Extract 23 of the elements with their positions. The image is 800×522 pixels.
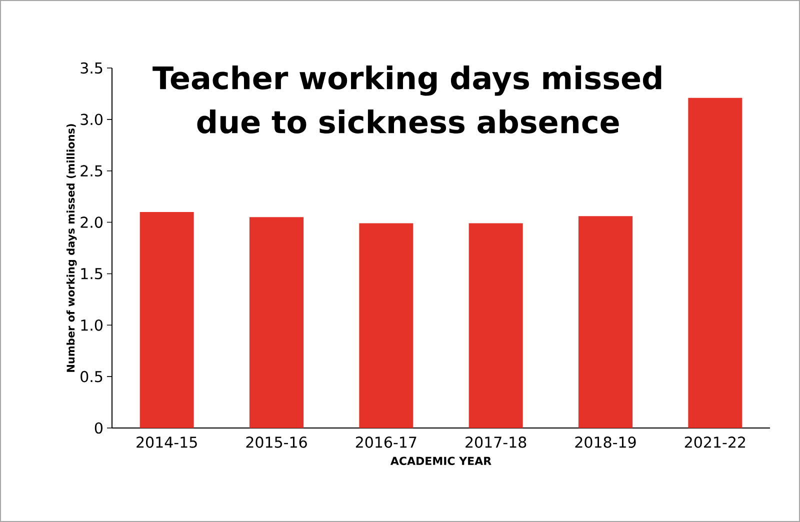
- bar: [688, 98, 742, 428]
- x-tick-label: 2014-15: [136, 436, 197, 448]
- text: Teacher working days missed due to sickness absence: [152, 66, 662, 134]
- y-tick-label: 0.5: [80, 370, 102, 382]
- y-tick-label: 3.5: [80, 62, 102, 74]
- y-tick-label: 3.0: [80, 114, 102, 126]
- x-tick-label: 2017-18: [466, 436, 526, 448]
- x-tick-label: 2016-17: [356, 436, 416, 448]
- x-axis-title: ACADEMIC YEAR: [390, 456, 492, 466]
- y-tick-label: 0: [94, 422, 102, 434]
- bar: [359, 223, 414, 428]
- x-tick-label: 2021-22: [684, 436, 745, 448]
- y-tick-label: 2.5: [80, 165, 102, 177]
- bar: [140, 212, 194, 428]
- x-tick-label: 2015-16: [246, 436, 307, 448]
- x-tick-label: 2018-19: [575, 436, 636, 448]
- y-axis-title: Number of working days missed (millions): [66, 124, 77, 372]
- bar: [578, 216, 633, 428]
- bar: [250, 217, 304, 428]
- y-tick-label: 1.5: [81, 268, 102, 280]
- y-tick-label: 1.0: [81, 319, 102, 331]
- y-tick-label: 2.0: [80, 216, 102, 228]
- bar: [468, 223, 523, 428]
